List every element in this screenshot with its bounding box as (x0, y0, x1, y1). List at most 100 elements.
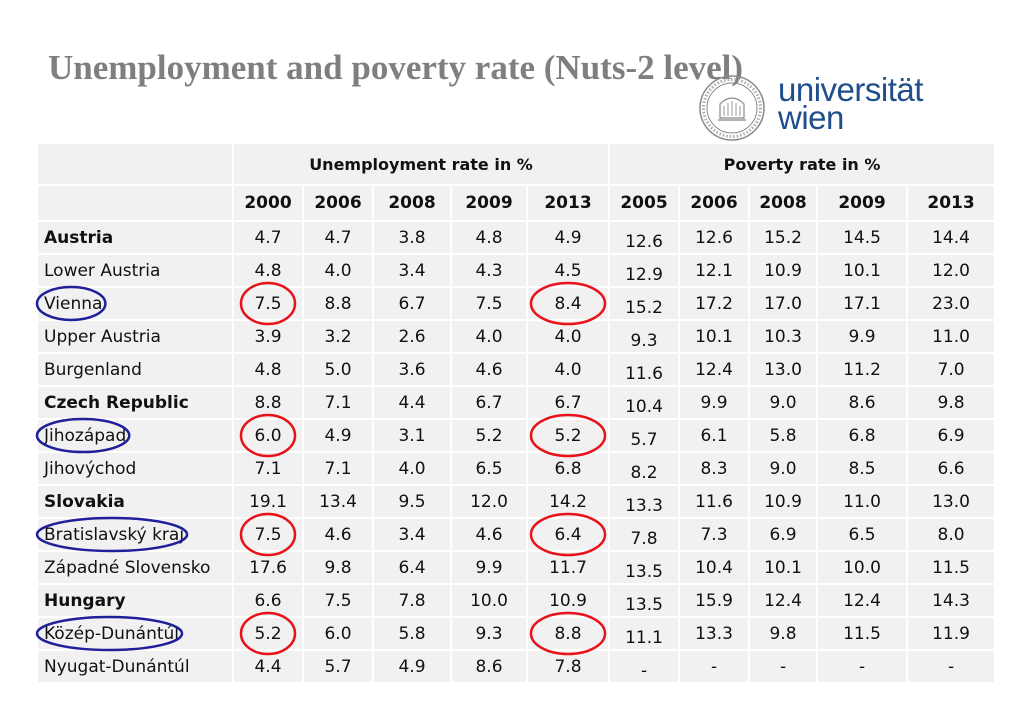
year-header-unemployment: 2006 (302, 184, 374, 222)
unemployment-cell: 6.0 (302, 616, 374, 651)
poverty-cell: 11.2 (816, 352, 909, 387)
poverty-cell: 15.9 (678, 583, 751, 618)
poverty-cell: 13.5 (608, 583, 681, 618)
region-name: Vienna (36, 286, 234, 321)
poverty-cell: - (608, 649, 681, 684)
unemployment-cell: 4.0 (525, 319, 611, 354)
poverty-cell: 17.2 (678, 286, 751, 321)
unemployment-cell: 13.4 (302, 484, 374, 519)
unemployment-cell: 4.6 (450, 517, 528, 552)
poverty-cell: 12.6 (678, 220, 751, 255)
region-name: Západné Slovensko (36, 550, 234, 585)
region-name: Bratislavský kraj (36, 517, 234, 552)
poverty-cell: 9.3 (608, 319, 681, 354)
poverty-cell: 10.1 (748, 550, 819, 585)
unemployment-cell: 9.8 (302, 550, 374, 585)
poverty-cell: 14.5 (816, 220, 909, 255)
unemployment-cell: 4.6 (450, 352, 528, 387)
year-header-poverty: 2013 (906, 184, 997, 222)
poverty-cell: 11.1 (608, 616, 681, 651)
unemployment-cell: 6.4 (372, 550, 452, 585)
unemployment-cell: 5.2 (450, 418, 528, 453)
poverty-cell: 6.8 (816, 418, 909, 453)
logo-line-2: wien (778, 99, 844, 136)
poverty-cell: 13.0 (906, 484, 997, 519)
unemployment-cell: 6.7 (525, 385, 611, 420)
region-name: Austria (36, 220, 234, 255)
table-row: Jihozápad 6.0 4.9 3.1 5.2 5.2 5.7 6.1 5.8 6.8 6.9 (36, 418, 997, 453)
poverty-cell: 13.0 (748, 352, 819, 387)
poverty-cell: 10.0 (816, 550, 909, 585)
unemployment-cell: 10.0 (450, 583, 528, 618)
region-name: Burgenland (36, 352, 234, 387)
year-header-unemployment: 2009 (450, 184, 528, 222)
poverty-cell: 11.6 (608, 352, 681, 387)
logo-line-1: universität (778, 71, 923, 108)
unemployment-cell: 11.7 (525, 550, 611, 585)
poverty-cell: 11.0 (816, 484, 909, 519)
unemployment-cell: 4.9 (302, 418, 374, 453)
table-row: Nyugat-Dunántúl 4.4 5.7 4.9 8.6 7.8- - - - - (36, 649, 997, 684)
poverty-cell: 17.1 (816, 286, 909, 321)
unemployment-cell: 3.1 (372, 418, 452, 453)
year-header-poverty: 2006 (678, 184, 751, 222)
poverty-cell: 12.4 (748, 583, 819, 618)
year-header-unemployment: 2008 (372, 184, 452, 222)
unemployment-cell: 14.2 (525, 484, 611, 519)
poverty-cell: 10.9 (748, 253, 819, 288)
poverty-cell: 12.0 (906, 253, 997, 288)
data-table: Unemployment rate in % Poverty rate in %… (36, 142, 997, 684)
table-row: Közép-Dunántúl 5.2 6.0 5.8 9.3 8.8 11.1 13.3 9.8… (36, 616, 997, 651)
poverty-cell: 6.6 (906, 451, 997, 486)
unemployment-cell: 7.1 (302, 385, 374, 420)
poverty-cell: 10.3 (748, 319, 819, 354)
year-header-poverty: 2009 (816, 184, 909, 222)
year-header-blank (36, 184, 234, 222)
poverty-cell: 10.4 (678, 550, 751, 585)
year-header-poverty: 2008 (748, 184, 819, 222)
poverty-cell: - (816, 649, 909, 684)
unemployment-cell: 6.7 (372, 286, 452, 321)
unemployment-cell: 7.5 (302, 583, 374, 618)
poverty-cell: 6.9 (748, 517, 819, 552)
poverty-cell: 11.5 (906, 550, 997, 585)
table-row: Bratislavský kraj 7.5 4.6 3.4 4.6 6.4 7.8 7.3 6.… (36, 517, 997, 552)
poverty-cell: 8.5 (816, 451, 909, 486)
group-header-poverty: Poverty rate in % (608, 142, 997, 186)
poverty-cell: 12.4 (678, 352, 751, 387)
region-name: Slovakia (36, 484, 234, 519)
table-row: Slovakia 19.1 13.4 9.5 12.0 14.2 13.3 11.6 10.9 1… (36, 484, 997, 519)
poverty-cell: 10.4 (608, 385, 681, 420)
poverty-cell: 11.6 (678, 484, 751, 519)
unemployment-cell: 5.8 (372, 616, 452, 651)
unemployment-cell: 19.1 (232, 484, 304, 519)
table-row: Czech Republic 8.8 7.1 4.4 6.7 6.7 10.4 9.9 9.0 8… (36, 385, 997, 420)
poverty-cell: 13.3 (678, 616, 751, 651)
unemployment-cell: 2.6 (372, 319, 452, 354)
poverty-cell: - (748, 649, 819, 684)
table-row: Hungary 6.6 7.5 7.8 10.0 10.9 13.5 15.9 12.4 12.4… (36, 583, 997, 618)
unemployment-cell: 4.7 (302, 220, 374, 255)
poverty-cell: 12.1 (678, 253, 751, 288)
unemployment-cell: 4.4 (372, 385, 452, 420)
poverty-cell: 14.3 (906, 583, 997, 618)
unemployment-cell: 3.9 (232, 319, 304, 354)
unemployment-cell: 17.6 (232, 550, 304, 585)
poverty-cell: 7.0 (906, 352, 997, 387)
unemployment-cell: 4.0 (372, 451, 452, 486)
unemployment-cell: 8.8 (302, 286, 374, 321)
unemployment-cell: 6.8 (525, 451, 611, 486)
page-title: Unemployment and poverty rate (Nuts-2 le… (48, 48, 744, 87)
poverty-cell: 5.8 (748, 418, 819, 453)
poverty-cell: 11.9 (906, 616, 997, 651)
table-row: Upper Austria 3.9 3.2 2.6 4.0 4.0 9.3 10.1 10.3 9… (36, 319, 997, 354)
poverty-cell: 8.0 (906, 517, 997, 552)
poverty-cell: - (678, 649, 751, 684)
poverty-cell: 15.2 (608, 286, 681, 321)
poverty-cell: 13.5 (608, 550, 681, 585)
unemployment-cell: 4.4 (232, 649, 304, 684)
unemployment-cell: 4.7 (232, 220, 304, 255)
unemployment-cell: 6.4 (525, 517, 611, 552)
unemployment-cell: 4.6 (302, 517, 374, 552)
table-row: Jihovýchod 7.1 7.1 4.0 6.5 6.8 8.2 8.3 9.0 8.5 6.6 (36, 451, 997, 486)
